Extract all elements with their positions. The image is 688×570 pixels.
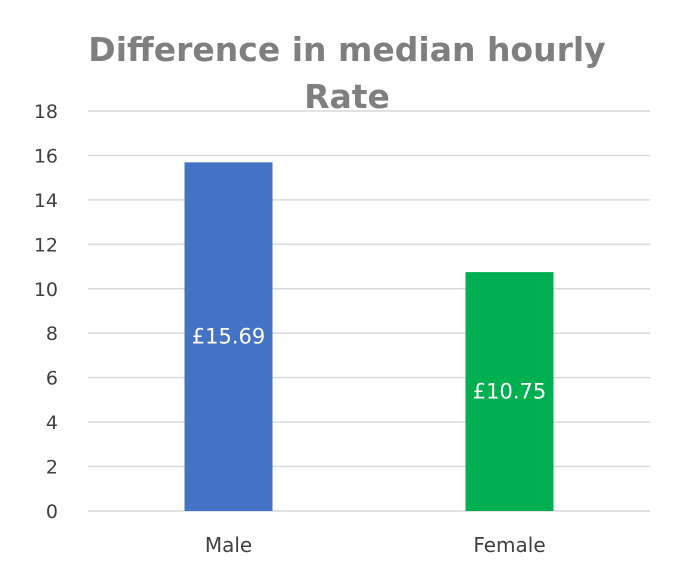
y-tick-label-16: 16 [34,145,58,167]
x-category-label-female: Female [473,533,545,557]
y-tick-label-2: 2 [46,457,58,479]
y-tick-label-18: 18 [34,101,58,123]
y-tick-label-12: 12 [34,234,58,256]
x-axis-category-labels: Male Female [205,533,546,557]
y-tick-label-4: 4 [46,412,58,434]
bar-female [465,272,554,511]
y-tick-label-10: 10 [34,279,58,301]
y-tick-label-8: 8 [46,323,58,345]
bars [184,162,554,512]
y-axis-tick-labels: 0 2 4 6 8 10 12 14 16 18 [34,101,58,523]
y-tick-label-14: 14 [34,190,58,212]
chart-title-line-2: Rate [304,77,390,116]
bar-male [184,162,273,512]
gridlines [88,110,650,512]
data-label-female: £10.75 [473,380,546,404]
chart-title-line-1: Difference in median hourly [88,30,605,69]
data-label-male: £15.69 [192,325,265,349]
y-tick-label-6: 6 [46,368,58,390]
chart-title: Difference in median hourly Rate [88,30,605,116]
data-labels: £15.69 £10.75 [192,325,546,404]
x-category-label-male: Male [205,533,252,557]
y-tick-label-0: 0 [46,501,58,523]
